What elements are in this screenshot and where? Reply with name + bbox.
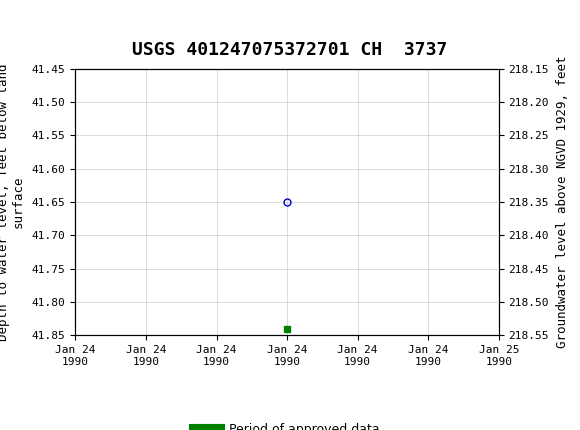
Text: ≡USGS: ≡USGS <box>9 16 96 36</box>
Y-axis label: Depth to water level, feet below land
surface: Depth to water level, feet below land su… <box>0 63 25 341</box>
Legend: Period of approved data: Period of approved data <box>189 418 385 430</box>
Text: USGS 401247075372701 CH  3737: USGS 401247075372701 CH 3737 <box>132 41 448 59</box>
Y-axis label: Groundwater level above NGVD 1929, feet: Groundwater level above NGVD 1929, feet <box>556 56 569 348</box>
